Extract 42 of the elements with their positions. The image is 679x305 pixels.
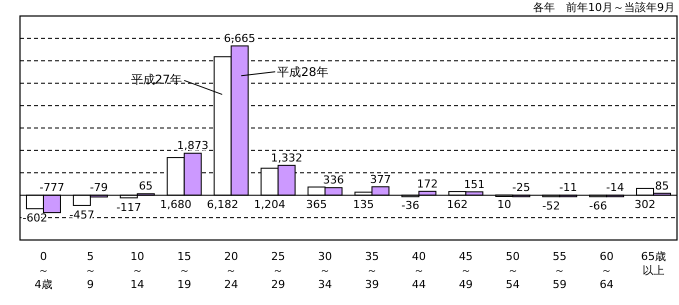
data-label: -602 bbox=[22, 212, 48, 225]
data-label: 162 bbox=[446, 198, 468, 212]
data-label: 1,204 bbox=[254, 198, 286, 212]
x-tick-label: 60～64 bbox=[600, 250, 614, 291]
data-label: 65 bbox=[138, 180, 153, 193]
data-label: 377 bbox=[370, 172, 391, 186]
data-label: -52 bbox=[542, 199, 560, 212]
data-label: 151 bbox=[464, 178, 485, 191]
data-label: 302 bbox=[634, 198, 656, 212]
x-tick-label: 35～39 bbox=[364, 250, 379, 291]
x-tick-label: 10～14 bbox=[130, 250, 144, 291]
data-label: 135 bbox=[352, 198, 374, 212]
data-label: 10 bbox=[497, 198, 512, 212]
data-label: -11 bbox=[559, 181, 578, 194]
x-tick-label: 55～59 bbox=[552, 250, 567, 291]
data-label: 336 bbox=[323, 174, 344, 187]
data-label: -777 bbox=[39, 181, 64, 194]
data-label: 6,182 bbox=[206, 198, 238, 212]
x-tick-label: 20～24 bbox=[224, 250, 238, 291]
data-label: -36 bbox=[401, 199, 420, 212]
data-label: -25 bbox=[512, 181, 530, 194]
data-label: 1,680 bbox=[160, 198, 192, 212]
x-tick-label: 50～54 bbox=[506, 250, 520, 291]
data-label: -79 bbox=[90, 181, 108, 194]
x-tick-label: 0～4歳 bbox=[34, 250, 52, 291]
data-label: -117 bbox=[116, 200, 142, 214]
data-label: -14 bbox=[606, 181, 624, 194]
text: 各年 前年10月～当該年9月 bbox=[533, 1, 675, 14]
legend-label: 平成28年 bbox=[277, 64, 328, 79]
x-tick-label: 5～9 bbox=[84, 250, 96, 291]
data-label: 172 bbox=[416, 177, 438, 190]
data-label: 1,332 bbox=[270, 151, 302, 164]
data-label: 365 bbox=[306, 198, 328, 212]
x-tick-label: 45～49 bbox=[458, 250, 473, 291]
x-tick-label: 25～29 bbox=[271, 250, 286, 291]
x-tick-label: 65歳以上 bbox=[641, 250, 666, 277]
x-tick-label: 15～19 bbox=[177, 250, 192, 291]
data-label: 1,873 bbox=[177, 139, 208, 152]
x-tick-label: 40～44 bbox=[412, 250, 426, 291]
data-label: 85 bbox=[655, 179, 670, 192]
x-tick-label: 30～34 bbox=[318, 250, 332, 291]
data-label: -66 bbox=[589, 200, 608, 213]
